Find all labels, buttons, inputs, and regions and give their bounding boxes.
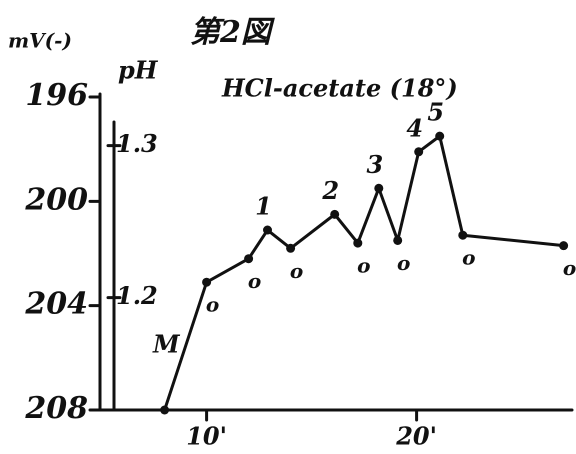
chart-title: 第2図 — [190, 15, 276, 50]
data-point — [286, 244, 295, 253]
chart-subtitle: HCl-acetate (18°) — [221, 74, 458, 103]
y2-axis-label: pH — [118, 56, 159, 85]
data-point — [330, 210, 339, 219]
x-tick-label: 20' — [395, 422, 437, 451]
x-tick-label: 10' — [186, 422, 227, 451]
data-point — [393, 236, 402, 245]
point-label: o — [357, 254, 370, 278]
point-label: 5 — [427, 98, 444, 127]
data-point — [244, 254, 253, 263]
data-point — [414, 147, 423, 156]
point-label: o — [462, 246, 475, 270]
point-label: 4 — [406, 113, 423, 142]
point-label: o — [397, 251, 410, 275]
y-tick-label: 204 — [24, 287, 88, 322]
data-point — [374, 184, 383, 193]
point-label: 1 — [255, 192, 272, 221]
data-point — [263, 226, 272, 235]
y-tick-label: 200 — [24, 182, 88, 217]
point-label: 2 — [321, 176, 339, 205]
y2-tick-label: 1.2 — [116, 281, 158, 310]
data-point — [353, 239, 362, 248]
point-label: o — [206, 293, 219, 317]
point-label: o — [563, 256, 576, 280]
point-label: o — [248, 269, 261, 293]
y-tick-label: 196 — [25, 78, 88, 113]
data-point — [160, 406, 169, 415]
data-point — [559, 241, 568, 250]
y-tick-label: 208 — [24, 391, 88, 426]
data-point — [458, 231, 467, 240]
chart: 第2図 HCl-acetate (18°) mV(-) pH 196 200 204… — [0, 0, 576, 454]
data-point — [435, 132, 444, 141]
point-label: M — [152, 330, 181, 359]
point-label: o — [290, 259, 303, 283]
point-label: 3 — [366, 150, 383, 179]
y-axis-label: mV(-) — [8, 29, 72, 53]
page: {"chart_data": {"type": "line", "title":… — [0, 0, 576, 454]
data-point — [202, 278, 211, 287]
y2-tick-label: 1.3 — [116, 129, 158, 158]
